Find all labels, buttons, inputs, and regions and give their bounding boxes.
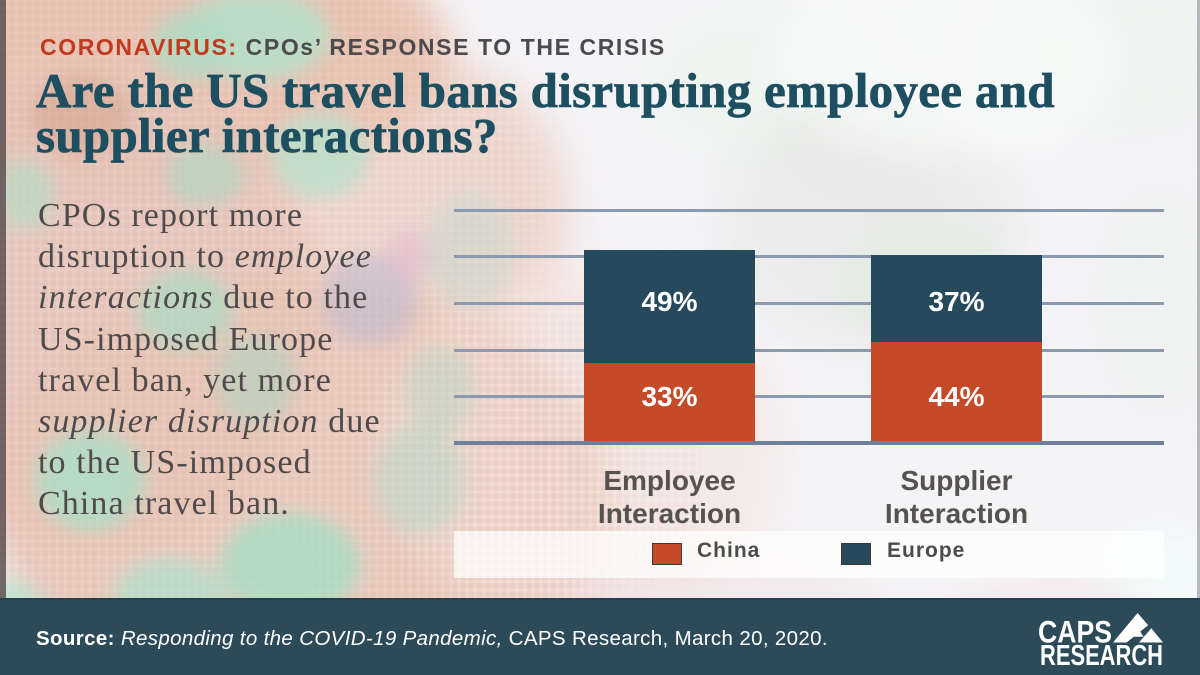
svg-text:CAPS: CAPS: [1038, 614, 1112, 650]
svg-text:RESEARCH: RESEARCH: [1040, 640, 1163, 672]
